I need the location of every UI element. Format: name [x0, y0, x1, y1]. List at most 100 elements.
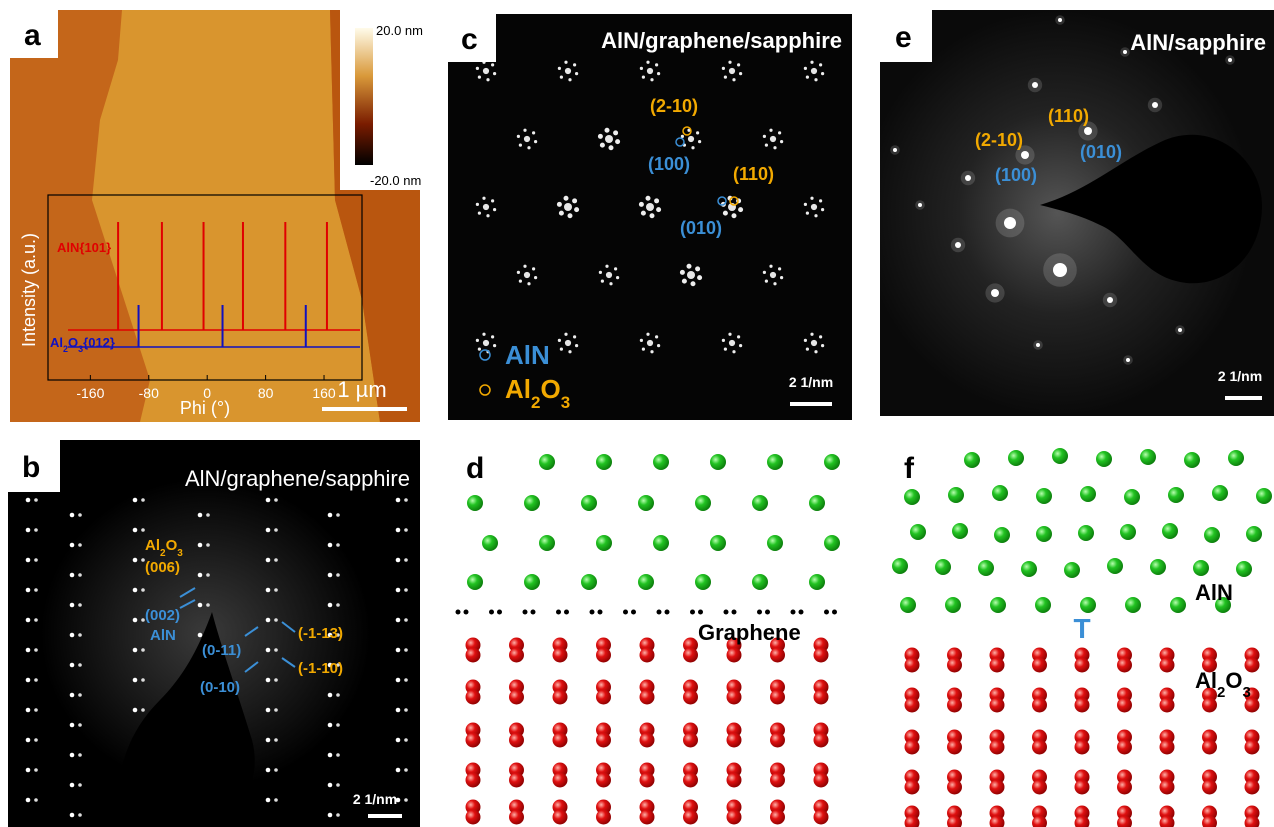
spot	[560, 348, 563, 351]
n-atom	[904, 489, 920, 505]
spot	[728, 333, 731, 336]
spot	[26, 648, 31, 653]
spot	[534, 276, 537, 279]
spot	[491, 335, 494, 338]
n-atom	[1036, 488, 1052, 504]
spot	[493, 344, 496, 347]
scale-label: 2 1/nm	[789, 374, 833, 390]
spot	[1152, 102, 1158, 108]
o-atom	[640, 733, 655, 748]
panel-a: 20.0 nm -20.0 nm -160-80080160 AlN{101} …	[10, 10, 423, 422]
t: Al	[50, 335, 63, 350]
spot	[336, 783, 340, 787]
t: 3	[561, 393, 570, 412]
spot	[1228, 58, 1232, 62]
spot	[722, 67, 725, 70]
spot	[328, 753, 333, 758]
o-atom	[1117, 698, 1132, 713]
spot	[819, 335, 822, 338]
n-atom	[952, 523, 968, 539]
spot	[34, 618, 38, 622]
spot	[564, 333, 567, 336]
spot	[78, 663, 82, 667]
spot	[328, 573, 333, 578]
annotation: (110)	[733, 164, 774, 184]
t: Al	[145, 537, 160, 554]
o-atom	[1075, 780, 1090, 795]
n-atom	[581, 574, 597, 590]
spot	[78, 753, 82, 757]
spot	[266, 768, 271, 773]
spot	[70, 573, 75, 578]
o-atom	[905, 698, 920, 713]
n-atom	[1080, 486, 1096, 502]
o-atom	[990, 780, 1005, 795]
o-atom	[640, 648, 655, 663]
annotation: (2-10)	[650, 96, 698, 116]
spot	[819, 63, 822, 66]
t: 3	[177, 548, 183, 559]
o-atom	[947, 780, 962, 795]
spot	[558, 67, 561, 70]
spot	[34, 498, 38, 502]
spot	[955, 242, 961, 248]
spot	[266, 558, 271, 563]
o-atom	[1032, 698, 1047, 713]
o-atom	[990, 740, 1005, 755]
o-atom	[1160, 740, 1175, 755]
spot	[404, 618, 408, 622]
spot	[687, 264, 692, 269]
spot	[133, 528, 138, 533]
panel-label: c	[461, 23, 478, 56]
x-tick-label: 80	[258, 385, 274, 401]
spot	[682, 279, 687, 284]
spot	[206, 603, 210, 607]
spot	[78, 693, 82, 697]
c-atom	[556, 610, 561, 615]
o-atom	[814, 690, 829, 705]
n-atom	[900, 597, 916, 613]
t: O	[540, 374, 560, 404]
n-atom	[596, 454, 612, 470]
spot	[396, 498, 401, 503]
spot	[70, 753, 75, 758]
spot	[780, 140, 783, 143]
c-atom	[765, 610, 770, 615]
spot	[328, 513, 333, 518]
spot	[1178, 328, 1182, 332]
spot	[527, 146, 530, 149]
spot	[564, 203, 572, 211]
colorbar-max: 20.0 nm	[376, 23, 423, 38]
spot	[534, 140, 537, 143]
spot	[806, 348, 809, 351]
spot	[78, 603, 82, 607]
spot	[336, 693, 340, 697]
o-atom	[947, 698, 962, 713]
t: O	[1225, 668, 1242, 693]
panel-d: d Graphene	[456, 452, 841, 825]
o-atom	[596, 773, 611, 788]
spot	[647, 68, 653, 74]
spot	[274, 558, 278, 562]
spot	[517, 271, 520, 274]
o-atom	[683, 733, 698, 748]
o-atom	[596, 733, 611, 748]
spot	[780, 276, 783, 279]
annotation: (010)	[680, 218, 722, 238]
spot	[328, 543, 333, 548]
n-atom	[1096, 451, 1112, 467]
t: Al	[1195, 668, 1217, 693]
spot	[614, 267, 617, 270]
page: {"panels": { "a": {"label": "a", "colorb…	[0, 0, 1274, 827]
n-atom	[964, 452, 980, 468]
spot	[729, 340, 735, 346]
o-atom	[905, 658, 920, 673]
spot	[78, 513, 82, 517]
spot	[821, 208, 824, 211]
spot	[26, 498, 31, 503]
spot	[328, 783, 333, 788]
spot	[517, 135, 520, 138]
spot	[695, 266, 700, 271]
spot	[404, 708, 408, 712]
spot	[731, 213, 736, 218]
